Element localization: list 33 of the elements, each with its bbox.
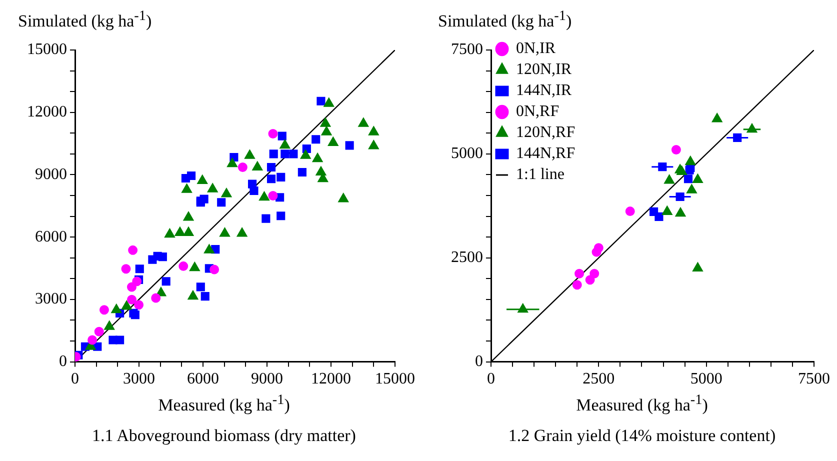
legend-label: 0N,RF — [516, 103, 560, 120]
x-tick-label: 0 — [71, 370, 79, 388]
legend-label: 144N,RF — [516, 145, 576, 162]
y-tick-label: 7500 — [451, 41, 483, 58]
x-tick-label: 2500 — [582, 370, 615, 388]
x-tick-label: 3000 — [123, 370, 155, 388]
y-tick-label: 9000 — [35, 166, 67, 183]
x-tick-label: 9000 — [251, 370, 283, 388]
y-tick-label: 0 — [475, 353, 483, 370]
text: 1.2 Grain yield (14% moisture content) — [507, 426, 777, 446]
y-tick-label: 3000 — [35, 290, 67, 308]
legend-label: 144N,IR — [516, 82, 572, 100]
y-tick-label: 6000 — [35, 228, 67, 246]
y-tick-label: 2500 — [451, 249, 483, 266]
legend-label: 120N,IR — [516, 61, 572, 78]
x-axis-title: Measured (kg ha$^{-1}$) — [575, 392, 709, 416]
y-axis-title: Simulated (kg ha$^{-1}$) — [438, 8, 572, 32]
x-tick-label: 5000 — [690, 370, 722, 388]
legend-label: 120N,RF — [516, 124, 576, 142]
x-tick-label: 6000 — [187, 370, 219, 388]
x-tick-label: 15000 — [375, 370, 415, 388]
y-axis-title: Simulated (kg ha$^{-1}$) — [18, 8, 152, 32]
x-axis-title: Measured (kg ha$^{-1}$) — [157, 392, 291, 416]
y-tick-label: 15000 — [27, 41, 67, 58]
x-tick-label: 0 — [487, 370, 495, 388]
y-tick-label: 5000 — [451, 145, 483, 162]
y-tick-label: 12000 — [27, 104, 67, 121]
legend-label: 0N,IR — [516, 40, 556, 58]
x-tick-label: 7500 — [798, 370, 830, 388]
text: 1.1 Aboveground biomass (dry matter) — [91, 426, 357, 446]
y-tick-label: 0 — [59, 353, 67, 370]
legend-label: 1:1 line — [516, 166, 564, 184]
x-tick-label: 12000 — [311, 370, 351, 388]
